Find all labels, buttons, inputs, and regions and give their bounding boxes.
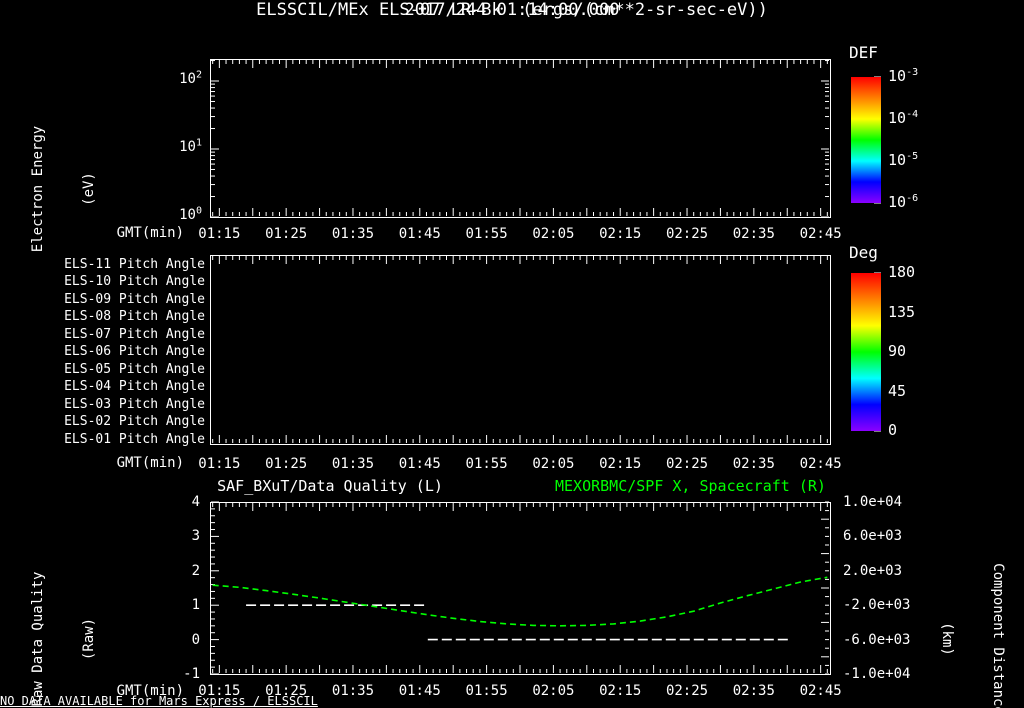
time-tick-label-top: 02:25 [665,226,709,242]
quality-panel-time-ticks [212,503,828,673]
deg-tick-label: 135 [888,302,916,321]
quality-ytick-label: -1 [183,666,200,682]
time-tick-label-bottom: 01:55 [465,683,508,699]
deg-colorbar-title: Deg [849,243,878,262]
time-tick-label-middle: 01:15 [198,456,241,472]
gmt-axis-label-top: GMT(min) [116,225,184,241]
quality-axis-label: Raw Data Quality (Raw) [0,529,132,708]
pitch-row-label: ELS-02 Pitch Angle [64,414,205,429]
pitch-panel-frame [210,255,831,445]
time-tick-label-middle: 02:45 [799,456,842,472]
distance-ytick-label: 1.0e+04 [843,494,903,510]
pitch-row-label: ELS-06 Pitch Angle [64,344,205,359]
energy-panel-time-ticks [212,60,828,216]
distance-ytick-label: -2.0e+03 [843,597,911,614]
time-tick-label-middle: 01:45 [398,456,441,472]
time-tick-label-top: 02:35 [732,226,775,242]
pitch-row-label: ELS-08 Pitch Angle [64,309,205,324]
time-tick-label-top: 02:45 [799,226,842,242]
deg-tick-label: 0 [888,421,898,439]
pitch-row-label: ELS-11 Pitch Angle [64,257,205,272]
time-tick-label-middle: 02:25 [665,456,709,472]
quality-panel-y-ticks [211,501,829,675]
distance-axis-label-units: (km) [939,622,955,656]
time-tick-label-bottom: 02:35 [732,683,775,699]
quality-ytick-label: 3 [191,528,200,545]
def-tick-label: 10-6 [888,193,919,211]
distance-ytick-label: -1.0e+04 [843,666,911,682]
energy-ytick-label: 101 [179,137,202,155]
spacecraft-distance-series [212,576,828,627]
def-tick-label: 10-5 [888,151,919,169]
distance-ytick-label: 2.0e+03 [843,562,903,579]
distance-ytick-label: 6.0e+03 [843,528,903,545]
time-tick-label-bottom: 02:45 [799,683,842,699]
time-tick-label-bottom: 01:45 [398,683,441,699]
time-tick-label-top: 01:35 [331,226,375,242]
time-tick-label-bottom: 02:25 [665,683,709,699]
quality-ytick-label: 1 [191,597,200,614]
time-tick-label-top: 02:15 [599,226,642,242]
quality-axis-label-units: (Raw) [81,617,97,661]
deg-tick-label: 180 [888,263,916,281]
deg-tick-label: 45 [888,381,907,400]
pitch-row-label: ELS-07 Pitch Angle [64,327,205,342]
quality-ytick-label: 0 [191,631,200,648]
plot-subtitle: ELSSCIL/MEx ELS-07 LR-Bk (ergs/(cm**2-sr… [256,0,768,20]
energy-ytick-label: 102 [179,69,202,87]
gmt-axis-label-middle: GMT(min) [116,455,184,471]
pitch-row-label: ELS-09 Pitch Angle [64,292,205,307]
energy-axis-label-text: Electron Energy [30,125,46,253]
time-tick-label-middle: 02:05 [532,456,575,472]
time-tick-label-top: 01:55 [465,226,508,242]
quality-ytick-label: 2 [191,562,200,579]
quality-ytick-label: 4 [191,494,200,510]
time-tick-label-top: 01:45 [398,226,441,242]
energy-panel-y-ticks [211,60,829,218]
distance-axis-label-text: Component Distance [990,563,1006,708]
spacecraft-panel-title: MEXORBMC/SPF X, Spacecraft (R) [555,477,826,495]
quality-panel-title: SAF_BXuT/Data Quality (L) [217,477,443,495]
def-colorbar [851,77,881,203]
pitch-row-label: ELS-04 Pitch Angle [64,379,205,394]
pitch-panel-time-ticks [212,256,828,443]
distance-ytick-label: -6.0e+03 [843,631,911,648]
deg-colorbar [851,273,881,431]
time-tick-label-top: 02:05 [532,226,575,242]
time-tick-label-middle: 01:35 [331,456,375,472]
gmt-axis-label-bottom: GMT(min) [116,683,184,699]
time-tick-label-middle: 02:35 [732,456,775,472]
time-tick-label-top: 01:15 [198,226,241,242]
time-tick-label-bottom: 01:15 [198,683,241,699]
time-tick-label-middle: 01:25 [265,456,308,472]
def-tick-label: 10-3 [888,67,919,85]
time-tick-label-bottom: 02:15 [599,683,642,699]
pitch-row-label: ELS-01 Pitch Angle [64,432,205,447]
pitch-row-label: ELS-03 Pitch Angle [64,397,205,412]
pitch-row-label: ELS-05 Pitch Angle [64,362,205,377]
quality-panel-frame [210,502,831,675]
def-tick-label: 10-4 [888,109,919,127]
pitch-row-label: ELS-10 Pitch Angle [64,274,205,289]
time-tick-label-bottom: 01:35 [331,683,375,699]
deg-tick-label: 90 [888,342,907,360]
data-quality-series [246,604,790,641]
time-tick-label-middle: 02:15 [599,456,642,472]
time-tick-label-middle: 01:55 [465,456,508,472]
time-tick-label-top: 01:25 [265,226,308,242]
plot-title: 2017/244 01:14:00.000 [404,0,620,20]
energy-panel-frame [210,59,831,218]
quality-axis-label-text: Raw Data Quality [30,571,46,707]
time-tick-label-bottom: 01:25 [265,683,308,699]
time-tick-label-bottom: 02:05 [532,683,575,699]
no-data-message: NO DATA AVAILABLE for Mars Express / ELS… [0,694,318,708]
energy-ytick-label: 100 [179,205,202,223]
def-colorbar-title: DEF [849,43,878,62]
